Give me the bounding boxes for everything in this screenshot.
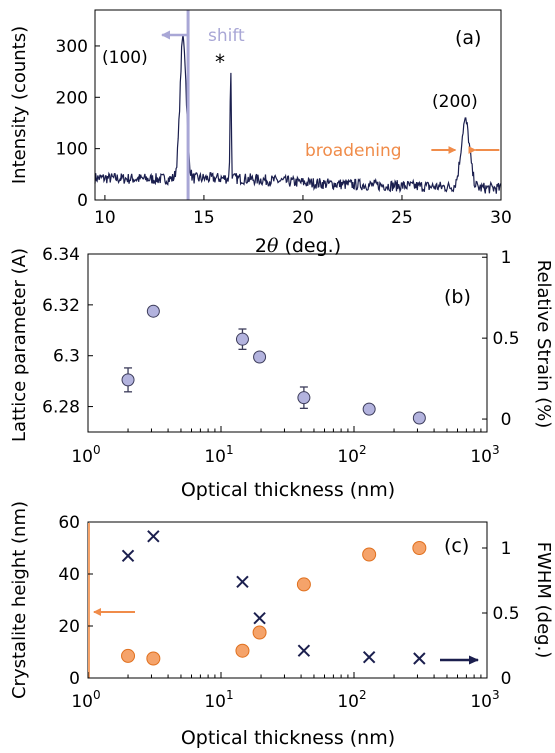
x-tick-label: 101 — [204, 688, 233, 712]
x-tick-label: 102 — [337, 443, 366, 467]
y2-tick-label: 0.5 — [492, 329, 519, 349]
panel-a-letter: (a) — [455, 27, 481, 49]
x-tick-label: 102 — [337, 688, 366, 712]
data-point — [362, 402, 376, 416]
x-tick-label: 15 — [193, 208, 215, 228]
fwhm-point — [413, 652, 426, 665]
y2-tick-label: 0 — [501, 410, 512, 430]
fwhm-point — [253, 611, 266, 625]
y-tick-label: 6.28 — [42, 398, 80, 418]
panel-c-y-label: Crystalite height (nm) — [9, 501, 30, 699]
fwhm-point — [297, 644, 311, 657]
x-tick-label: 30 — [490, 208, 512, 228]
x-tick-label: 20 — [292, 208, 314, 228]
panel-b-x-label: Optical thickness (nm) — [181, 479, 395, 501]
panel-a-xrd: shift broadening (100) * (200) (a) 10 15 2… — [9, 9, 512, 257]
panel-b-y2-label: Relative Strain (%) — [533, 260, 554, 429]
panel-c-x-ticks: 100 101 102 103 — [71, 672, 500, 712]
x-tick-label: 101 — [204, 443, 233, 467]
panel-c-y2-label: FWHM (deg.) — [533, 542, 554, 659]
panel-c-x-label: Optical thickness (nm) — [181, 727, 395, 749]
panel-a-y-label: Intensity (counts) — [9, 26, 30, 184]
y2-tick-label: 1 — [501, 539, 512, 559]
panel-a-y-ticks: 0 100 200 300 — [56, 37, 100, 211]
data-point — [121, 373, 135, 387]
panel-b-letter: (b) — [444, 286, 471, 308]
data-point — [253, 350, 267, 364]
y-tick-label: 0 — [69, 669, 80, 689]
fwhm-stroke — [253, 611, 266, 625]
fwhm-stroke — [121, 549, 135, 563]
y2-tick-label: 0 — [501, 669, 512, 689]
panel-b-lattice: (b) 100 101 102 103 6.286.36.326.34 00.51 O… — [9, 245, 554, 501]
x-tick-label: 103 — [470, 688, 499, 712]
height-point — [121, 648, 136, 663]
y-tick-label: 6.3 — [53, 347, 80, 367]
y-tick-label: 60 — [58, 513, 80, 533]
y-tick-label: 0 — [77, 191, 88, 211]
panel-a-x-ticks: 10 15 20 25 30 — [94, 195, 512, 228]
shift-label: shift — [208, 26, 245, 46]
fwhm-point — [147, 530, 160, 543]
x-tick-label: 10 — [94, 208, 116, 228]
panel-b-points — [121, 304, 426, 425]
y2-tick-label: 1 — [501, 248, 512, 268]
peak-label-200: (200) — [432, 92, 478, 112]
height-point — [252, 625, 267, 640]
fwhm-point — [121, 549, 135, 563]
peak-label-star: * — [215, 50, 225, 74]
data-point — [297, 391, 311, 405]
y-tick-label: 200 — [56, 88, 88, 108]
fwhm-stroke — [297, 644, 311, 657]
panel-a-frame — [94, 9, 502, 201]
fwhm-stroke — [362, 650, 376, 664]
height-point — [412, 541, 427, 555]
y-tick-label: 20 — [58, 617, 80, 637]
x-tick-label: 103 — [470, 443, 499, 467]
panel-b-frame — [87, 253, 488, 433]
xrd-trace-line — [94, 34, 502, 194]
panel-b-y-ticks: 6.28 6.3 6.32 6.34 — [42, 245, 93, 418]
y-tick-label: 6.32 — [42, 296, 80, 316]
panel-b-y-label: Lattice parameter (A) — [9, 248, 30, 442]
fwhm-stroke — [413, 652, 426, 665]
fwhm-point — [362, 650, 376, 664]
peak-label-100: (100) — [102, 48, 148, 68]
panel-c-letter: (c) — [444, 535, 469, 557]
fwhm-stroke — [236, 575, 249, 589]
height-point — [296, 577, 311, 592]
y-tick-label: 100 — [56, 140, 88, 160]
panel-c-y-ticks: 0 20 40 60 — [58, 513, 93, 689]
height-point — [146, 651, 161, 666]
fwhm-point — [236, 575, 249, 589]
fwhm-stroke — [147, 530, 160, 543]
panel-b-y2-ticks: 00.51 — [482, 248, 520, 430]
panel-a-x-label: 2θ (deg.) — [255, 235, 341, 257]
data-point — [235, 332, 249, 346]
panel-c-points — [121, 530, 427, 666]
y-tick-label: 300 — [56, 37, 88, 57]
y-tick-label: 6.34 — [42, 245, 80, 265]
height-point — [362, 547, 377, 562]
y2-tick-label: 0.5 — [492, 604, 519, 624]
panel-c-y2-ticks: 00.51 — [482, 539, 520, 689]
data-point — [412, 411, 426, 425]
y-tick-label: 40 — [58, 565, 80, 585]
height-point — [235, 643, 250, 658]
x-tick-label: 100 — [71, 688, 100, 712]
broadening-label: broadening — [305, 141, 402, 161]
x-tick-label: 25 — [391, 208, 413, 228]
data-point — [146, 304, 160, 318]
panel-b-x-ticks: 100 101 102 103 — [71, 426, 500, 467]
x-tick-label: 100 — [71, 443, 100, 467]
